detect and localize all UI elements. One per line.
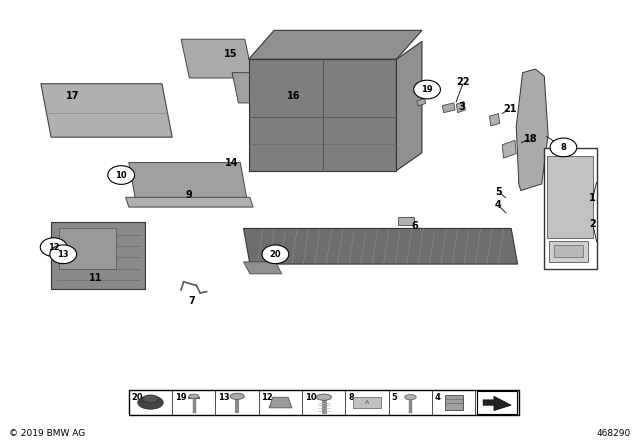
Polygon shape (59, 228, 116, 268)
Circle shape (108, 166, 134, 185)
Polygon shape (490, 114, 500, 126)
Polygon shape (554, 246, 582, 258)
Polygon shape (248, 59, 396, 171)
Ellipse shape (404, 395, 416, 400)
Polygon shape (417, 99, 426, 106)
Polygon shape (397, 217, 414, 225)
Polygon shape (51, 222, 145, 289)
Text: 19: 19 (421, 85, 433, 94)
Text: 20: 20 (269, 250, 281, 259)
Circle shape (50, 245, 77, 263)
Text: © 2019 BMW AG: © 2019 BMW AG (9, 429, 85, 438)
Polygon shape (275, 94, 333, 121)
Text: 2: 2 (589, 219, 596, 229)
Text: 5: 5 (495, 187, 502, 197)
Text: 18: 18 (524, 134, 537, 143)
Text: 12: 12 (261, 393, 273, 402)
Text: 468290: 468290 (596, 429, 631, 438)
Bar (445, 396, 463, 409)
Polygon shape (181, 39, 253, 78)
Text: 11: 11 (89, 273, 102, 283)
Polygon shape (456, 102, 465, 113)
Ellipse shape (316, 394, 332, 401)
Text: 13: 13 (218, 393, 230, 402)
Text: 21: 21 (503, 104, 516, 114)
Polygon shape (269, 397, 292, 408)
Ellipse shape (189, 394, 199, 399)
Polygon shape (232, 73, 291, 103)
Polygon shape (396, 42, 422, 171)
Text: 22: 22 (456, 78, 470, 87)
Text: A: A (365, 400, 369, 405)
Polygon shape (502, 140, 516, 158)
Polygon shape (244, 262, 282, 274)
Text: 8: 8 (348, 393, 354, 402)
Ellipse shape (230, 393, 244, 400)
Text: 9: 9 (186, 190, 193, 200)
Polygon shape (129, 163, 246, 198)
Text: 1: 1 (589, 193, 596, 203)
Bar (547, 156, 593, 238)
Text: 13: 13 (58, 250, 69, 259)
Circle shape (413, 80, 440, 99)
Text: 10: 10 (115, 171, 127, 180)
Bar (477, 392, 517, 414)
Text: 14: 14 (225, 158, 239, 168)
Polygon shape (549, 241, 588, 262)
Ellipse shape (138, 396, 163, 409)
Polygon shape (483, 396, 511, 410)
Circle shape (550, 138, 577, 157)
Polygon shape (41, 84, 172, 137)
Circle shape (40, 238, 67, 257)
Text: 17: 17 (66, 91, 79, 101)
Text: 20: 20 (131, 393, 143, 402)
Bar (129, 390, 519, 415)
Bar (353, 397, 381, 408)
Text: 3: 3 (458, 102, 465, 112)
Text: 15: 15 (224, 49, 237, 59)
Text: 7: 7 (188, 296, 195, 306)
Text: 4: 4 (495, 200, 502, 210)
Polygon shape (248, 30, 422, 59)
Ellipse shape (143, 395, 159, 403)
Text: 10: 10 (305, 393, 316, 402)
Text: 8: 8 (561, 143, 566, 152)
Text: 19: 19 (175, 393, 186, 402)
Circle shape (262, 245, 289, 263)
Text: 12: 12 (48, 243, 60, 252)
Polygon shape (244, 228, 518, 264)
Text: 5: 5 (392, 393, 397, 402)
Polygon shape (516, 69, 548, 190)
Text: 16: 16 (287, 91, 300, 101)
Text: 6: 6 (411, 221, 418, 231)
Polygon shape (125, 197, 253, 207)
Text: 4: 4 (435, 393, 440, 402)
Bar (544, 148, 596, 268)
Polygon shape (442, 103, 455, 113)
